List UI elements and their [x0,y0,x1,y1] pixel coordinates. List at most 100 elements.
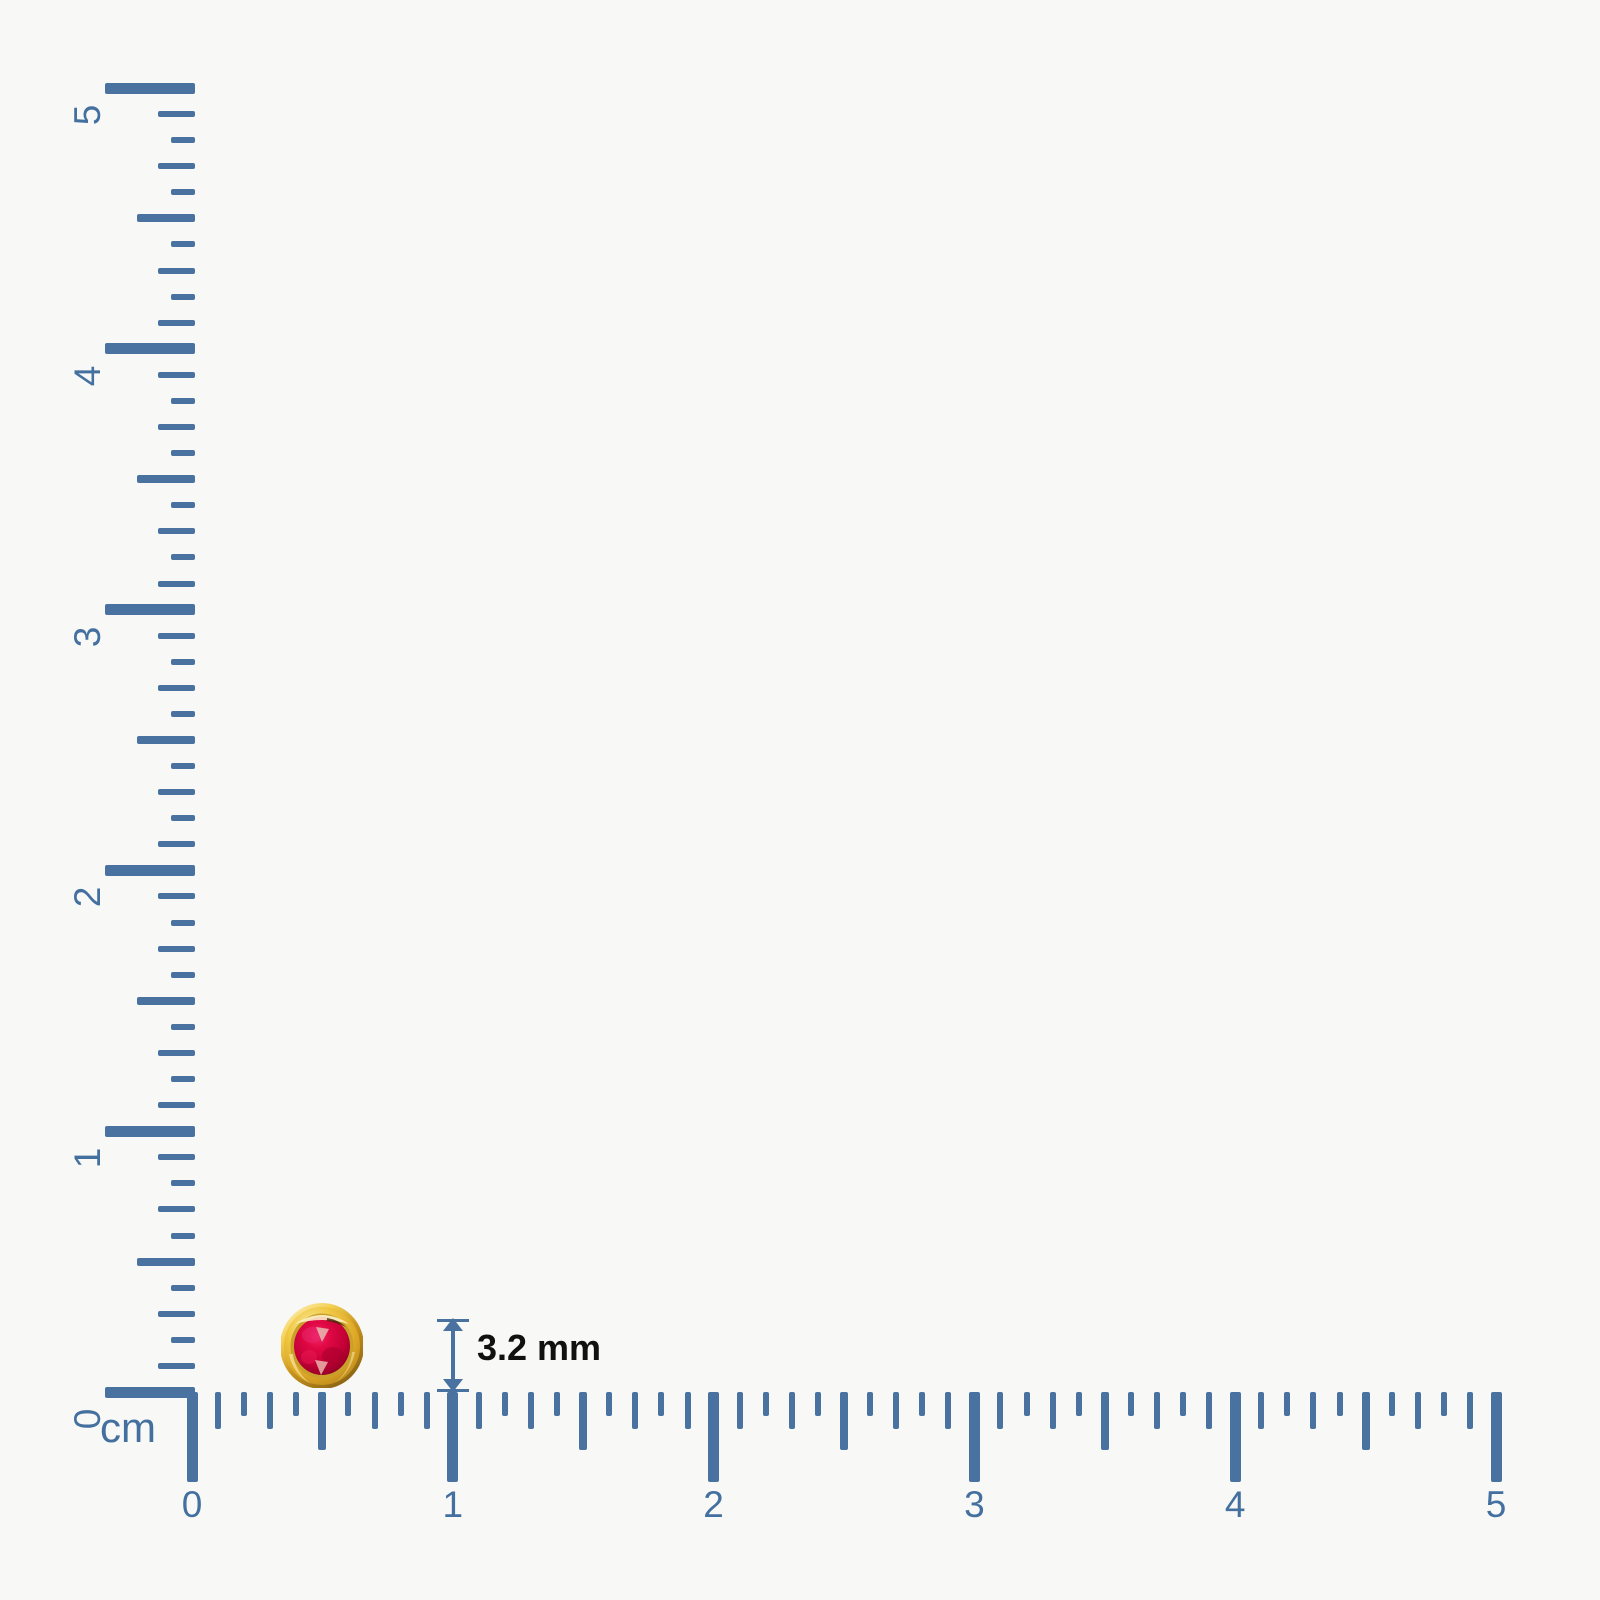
horizontal-tick-major [1490,1392,1502,1482]
horizontal-tick-mmB [1180,1392,1187,1416]
horizontal-tick-mmB [1284,1392,1291,1416]
vertical-tick-mmA [158,528,195,535]
vertical-tick-mmB [171,815,195,822]
vertical-tick-mmA [158,111,195,118]
horizontal-tick-major [1229,1392,1241,1482]
horizontal-tick-mmA [1153,1392,1160,1429]
horizontal-tick-mmB [919,1392,926,1416]
dimension-arrow-down-icon [443,1379,463,1392]
horizontal-tick-label: 0 [181,1484,203,1525]
horizontal-tick-mmA [632,1392,639,1429]
vertical-tick-mmB [171,397,195,404]
horizontal-tick-mmB [1440,1392,1447,1416]
vertical-tick-half [137,1257,195,1266]
horizontal-tick-mmB [345,1392,352,1416]
vertical-tick-mmA [158,1310,195,1317]
vertical-tick-label: 5 [67,104,108,126]
horizontal-tick-mmB [762,1392,769,1416]
bezel-rim [280,1303,364,1389]
vertical-tick-label: 0 [67,1408,108,1430]
vertical-tick-mmB [171,1284,195,1291]
bezel-highlight [289,1354,311,1384]
horizontal-tick-mmB [1388,1392,1395,1416]
ruby-facet [322,1347,344,1365]
vertical-tick-mmA [158,1102,195,1109]
bezel-shadow [327,1318,346,1327]
vertical-tick-mmA [158,841,195,848]
vertical-tick-label: 1 [67,1147,108,1169]
horizontal-tick-half [579,1392,588,1450]
horizontal-tick-half [1100,1392,1109,1450]
vertical-tick-half [137,475,195,484]
vertical-tick-mmA [158,684,195,691]
vertical-tick-mmB [171,450,195,457]
horizontal-tick-label: 1 [442,1484,464,1525]
vertical-tick-mmA [158,319,195,326]
horizontal-tick-mmB [867,1392,874,1416]
horizontal-tick-mmA [945,1392,952,1429]
vertical-tick-mmB [171,1023,195,1030]
horizontal-tick-mmB [1127,1392,1134,1416]
horizontal-tick-mmA [423,1392,430,1429]
vertical-tick-mmB [171,1180,195,1187]
vertical-tick-mmA [158,1154,195,1161]
horizontal-tick-major [447,1392,459,1482]
vertical-tick-mmA [158,789,195,796]
vertical-tick-mmA [158,1206,195,1213]
vertical-tick-mmB [171,502,195,509]
vertical-tick-mmA [158,632,195,639]
vertical-tick-mmA [158,1049,195,1056]
ruby-bezel-stud-earring [280,1302,364,1389]
horizontal-tick-mmA [215,1392,222,1429]
horizontal-tick-label: 2 [703,1484,724,1525]
bezel-highlight [295,1315,349,1324]
vertical-tick-mmB [171,1336,195,1343]
horizontal-tick-mmB [658,1392,665,1416]
horizontal-tick-mmB [1023,1392,1030,1416]
horizontal-tick-half [1361,1392,1370,1450]
vertical-tick-mmA [158,893,195,900]
horizontal-tick-mmB [241,1392,248,1416]
vertical-tick-label: 4 [67,365,108,387]
vertical-tick-mmB [171,1232,195,1239]
vertical-tick-major [105,343,195,355]
horizontal-tick-mmA [997,1392,1004,1429]
horizontal-tick-half [840,1392,848,1450]
vertical-tick-mmA [158,371,195,378]
vertical-tick-mmA [158,1362,195,1369]
vertical-tick-mmA [158,424,195,431]
gemstone-svg [280,1303,364,1389]
horizontal-tick-major [968,1392,980,1482]
horizontal-tick-mmA [893,1392,900,1429]
dimension-cap-top [437,1319,469,1322]
vertical-tick-major [105,1125,195,1137]
horizontal-tick-mmB [293,1392,300,1416]
horizontal-tick-mmA [1310,1392,1317,1429]
dimension-cap-bottom [437,1389,469,1392]
vertical-tick-mmB [171,293,195,300]
vertical-tick-mmB [171,137,195,144]
dimension-label: 3.2 mm [477,1327,602,1368]
horizontal-tick-mmA [788,1392,795,1429]
horizontal-tick-mmA [684,1392,691,1429]
horizontal-tick-mmA [475,1392,482,1429]
horizontal-tick-mmA [528,1392,535,1429]
vertical-tick-mmA [158,267,195,274]
horizontal-tick-mmB [1336,1392,1343,1416]
vertical-tick-mmB [171,971,195,978]
horizontal-tick-label: 5 [1485,1484,1507,1525]
vertical-tick-mmB [171,763,195,770]
vertical-tick-major [105,604,195,616]
bezel-highlight [335,1352,355,1383]
horizontal-tick-major [708,1392,720,1482]
horizontal-tick-label: 3 [964,1484,985,1525]
dimension-line [451,1325,455,1389]
horizontal-tick-mmA [267,1392,274,1429]
vertical-tick-mmB [171,710,195,717]
horizontal-tick-mmA [1049,1392,1056,1429]
horizontal-tick-mmA [736,1392,743,1429]
vertical-tick-mmB [171,658,195,665]
vertical-tick-major [105,1386,195,1398]
horizontal-tick-label: 4 [1224,1484,1246,1525]
vertical-tick-mmA [158,580,195,587]
